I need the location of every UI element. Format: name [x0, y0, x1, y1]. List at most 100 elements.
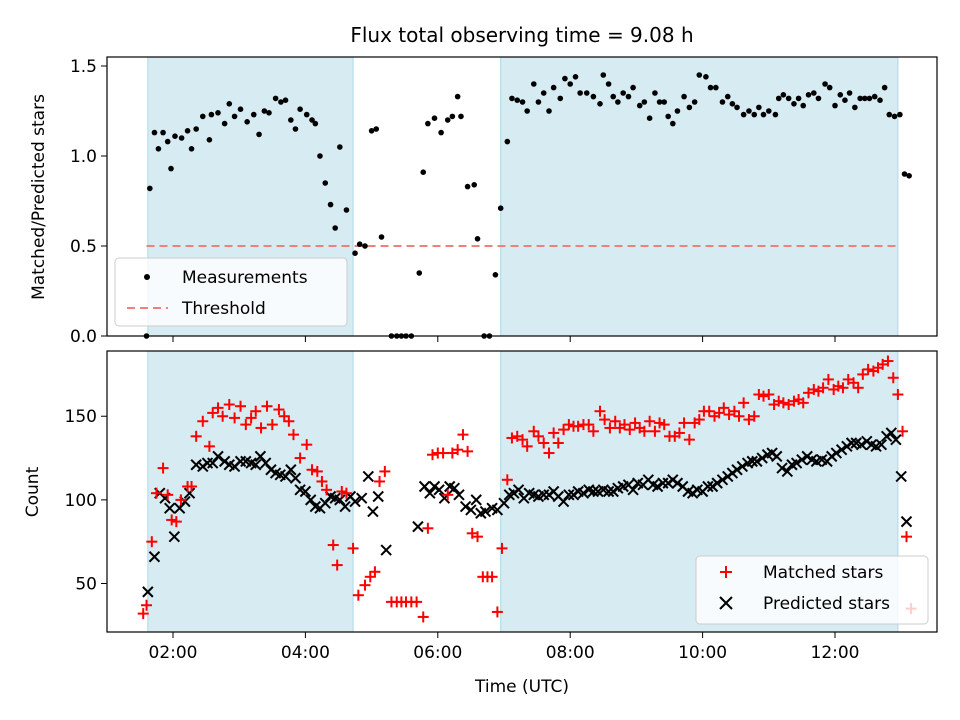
predicted-point-stroke	[334, 494, 346, 506]
chart-title: Flux total observing time = 9.08 h	[350, 23, 693, 47]
predicted-point	[285, 464, 297, 476]
measurement-point	[842, 97, 848, 103]
measurement-point	[901, 171, 908, 177]
matched-point	[327, 539, 339, 551]
matched-point	[837, 382, 849, 394]
y-tick-label: 1.5	[70, 57, 97, 77]
predicted-point-stroke	[223, 459, 235, 471]
predicted-point-stroke	[309, 500, 322, 513]
measurement-point	[237, 106, 244, 112]
predicted-point-stroke	[671, 477, 684, 489]
matched-point	[517, 434, 529, 446]
measurement-point	[373, 126, 380, 132]
measurement-point	[215, 110, 221, 116]
measurement-point	[337, 144, 343, 150]
measurement-point	[343, 207, 350, 213]
bottom-predicted-points	[142, 427, 913, 598]
predicted-point-stroke	[632, 477, 644, 489]
measurement-point	[155, 146, 162, 152]
measurement-point	[312, 120, 319, 127]
predicted-point	[412, 520, 424, 533]
matched-point	[452, 444, 464, 456]
measurement-point	[746, 108, 752, 114]
predicted-point-stroke	[691, 484, 704, 496]
measurement-point	[454, 93, 461, 100]
predicted-point-stroke	[448, 482, 461, 494]
measurement-point	[826, 84, 833, 91]
predicted-point-stroke	[711, 477, 723, 489]
predicted-point-stroke	[771, 450, 783, 463]
matched-point	[261, 400, 273, 412]
predicted-point	[890, 433, 902, 446]
predicted-point	[602, 485, 615, 498]
x-tick-label: 12:00	[811, 643, 860, 663]
predicted-point-stroke	[776, 462, 788, 474]
measurement-point	[378, 234, 385, 240]
measurement-point	[795, 95, 802, 102]
predicted-point	[168, 530, 181, 543]
matched-point	[521, 440, 533, 452]
predicted-point-stroke	[855, 438, 868, 451]
predicted-point-stroke	[240, 455, 252, 468]
matched-point	[175, 494, 187, 506]
matched-point	[882, 355, 894, 367]
predicted-point	[771, 450, 783, 463]
top-y-label: Matched/Predicted stars	[29, 94, 49, 300]
matched-point	[411, 596, 423, 608]
matched-point	[223, 399, 235, 411]
measurement-point	[332, 225, 338, 231]
matched-point	[321, 484, 333, 496]
matched-point	[141, 599, 153, 611]
predicted-point-stroke	[212, 450, 224, 463]
predicted-point	[776, 462, 788, 474]
predicted-point	[512, 484, 525, 496]
predicted-point-stroke	[362, 470, 374, 483]
measurement-point	[707, 84, 714, 91]
measurement-point	[681, 93, 687, 100]
matched-point	[683, 434, 695, 446]
matched-point	[738, 397, 750, 409]
matched-point	[496, 542, 508, 554]
predicted-point-stroke	[756, 452, 768, 464]
predicted-point	[433, 484, 445, 496]
predicted-point	[731, 464, 743, 476]
matched-point	[558, 424, 570, 436]
observing-interval-1	[500, 56, 899, 337]
measurement-point	[691, 99, 698, 105]
matched-point	[250, 405, 262, 417]
measurement-point	[590, 93, 597, 100]
measurement-point	[756, 104, 762, 111]
measurement-point	[881, 84, 888, 91]
measurement-point	[562, 75, 568, 82]
measurement-point	[208, 111, 215, 118]
predicted-point-stroke	[479, 505, 492, 518]
matched-point	[190, 430, 202, 442]
predicted-point-stroke	[245, 457, 257, 469]
matched-point	[170, 516, 182, 528]
predicted-point-stroke	[583, 484, 595, 496]
matched-point	[427, 449, 439, 461]
measurement-point	[471, 182, 478, 188]
predicted-point	[702, 480, 714, 493]
measurement-point	[557, 95, 564, 102]
predicted-point	[790, 457, 803, 469]
measurement-point	[734, 104, 740, 111]
measurement-point	[652, 90, 658, 96]
predicted-point	[716, 474, 729, 486]
predicted-point-stroke	[875, 438, 888, 451]
predicted-point	[875, 438, 888, 451]
matched-point	[900, 531, 912, 543]
predicted-point-stroke	[830, 447, 843, 459]
measurement-point	[646, 115, 653, 121]
predicted-point	[651, 480, 664, 493]
matched-point	[359, 579, 371, 591]
legend-predicted-marker	[719, 596, 733, 610]
measurement-point	[729, 101, 736, 107]
predicted-point	[289, 472, 302, 484]
predicted-point-stroke	[716, 474, 729, 486]
predicted-point-stroke	[796, 454, 808, 466]
measurement-point	[362, 243, 368, 249]
measurement-point	[420, 169, 427, 175]
predicted-point-stroke	[148, 551, 161, 563]
measurement-point	[766, 108, 772, 114]
